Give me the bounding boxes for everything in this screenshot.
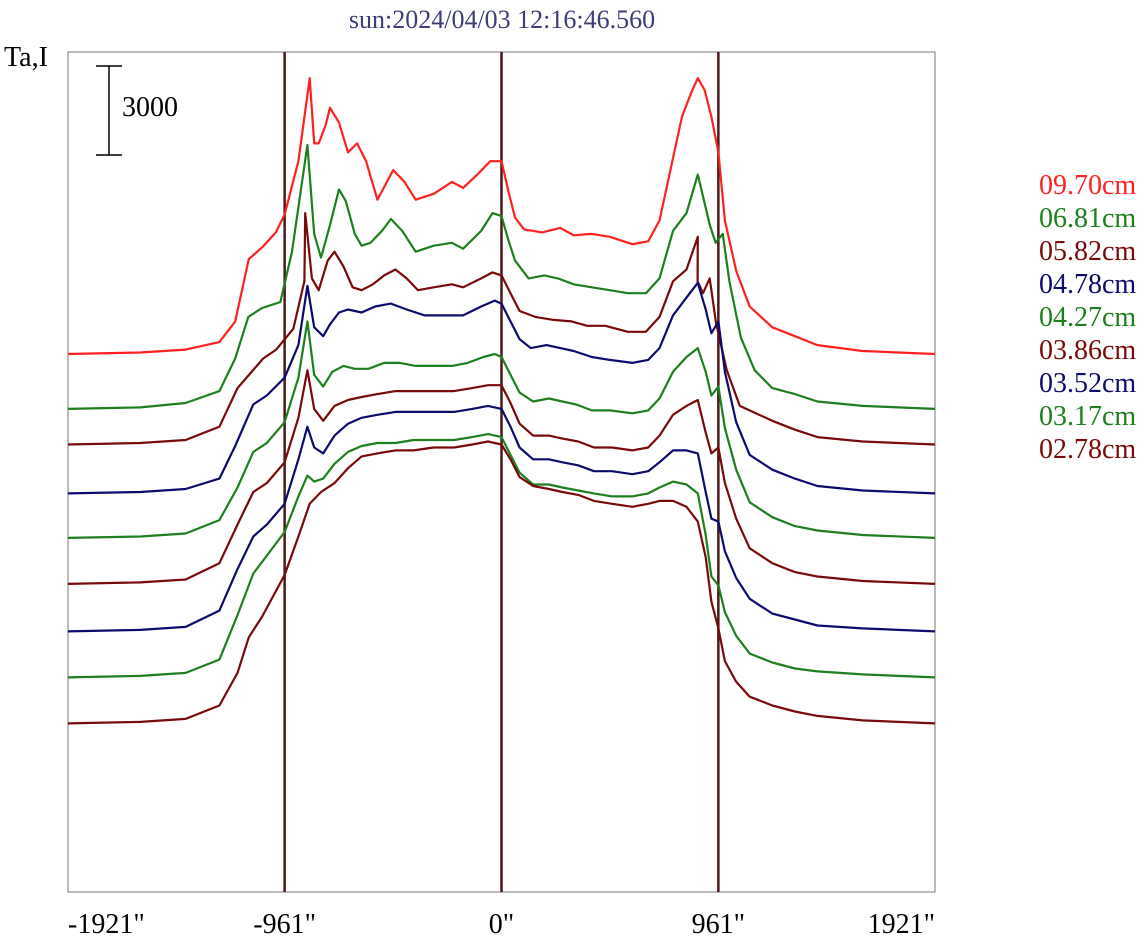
scale-bar: 3000 (96, 65, 178, 156)
chart-title: sun:2024/04/03 12:16:46.560 (349, 5, 655, 34)
series-line-04.27cm (67, 320, 936, 539)
series-line-02.78cm (67, 440, 936, 725)
x-tick-label: 1921" (868, 909, 935, 940)
legend-item-06.81cm: 06.81cm (1039, 203, 1136, 234)
series-line-04.78cm (67, 281, 936, 495)
legend-item-05.82cm: 05.82cm (1039, 236, 1136, 267)
legend-item-04.78cm: 04.78cm (1039, 269, 1136, 300)
reference-lines (283, 52, 720, 892)
scale-bar-label: 3000 (122, 92, 178, 123)
series-line-03.52cm (67, 404, 936, 633)
series-line-09.70cm (67, 76, 936, 356)
series-line-05.82cm (67, 212, 936, 446)
series-line-06.81cm (67, 143, 936, 410)
series-line-03.17cm (67, 433, 936, 679)
legend-item-03.52cm: 03.52cm (1039, 368, 1136, 399)
series-layer (67, 76, 936, 725)
y-axis-label: Ta,I (4, 42, 48, 73)
legend-item-09.70cm: 09.70cm (1039, 170, 1136, 201)
x-tick-label: 961" (692, 909, 745, 940)
legend-item-03.86cm: 03.86cm (1039, 335, 1136, 366)
series-line-03.86cm (67, 369, 936, 585)
x-tick-label: 0" (489, 909, 514, 940)
legend-item-03.17cm: 03.17cm (1039, 401, 1136, 432)
legend-item-04.27cm: 04.27cm (1039, 302, 1136, 333)
legend: 09.70cm06.81cm05.82cm04.78cm04.27cm03.86… (1039, 170, 1136, 465)
x-tick-labels: -1921" -961" 0" 961" 1921" (68, 909, 935, 940)
legend-item-02.78cm: 02.78cm (1039, 434, 1136, 465)
x-tick-label: -1921" (68, 909, 145, 940)
x-tick-label: -961" (253, 909, 316, 940)
